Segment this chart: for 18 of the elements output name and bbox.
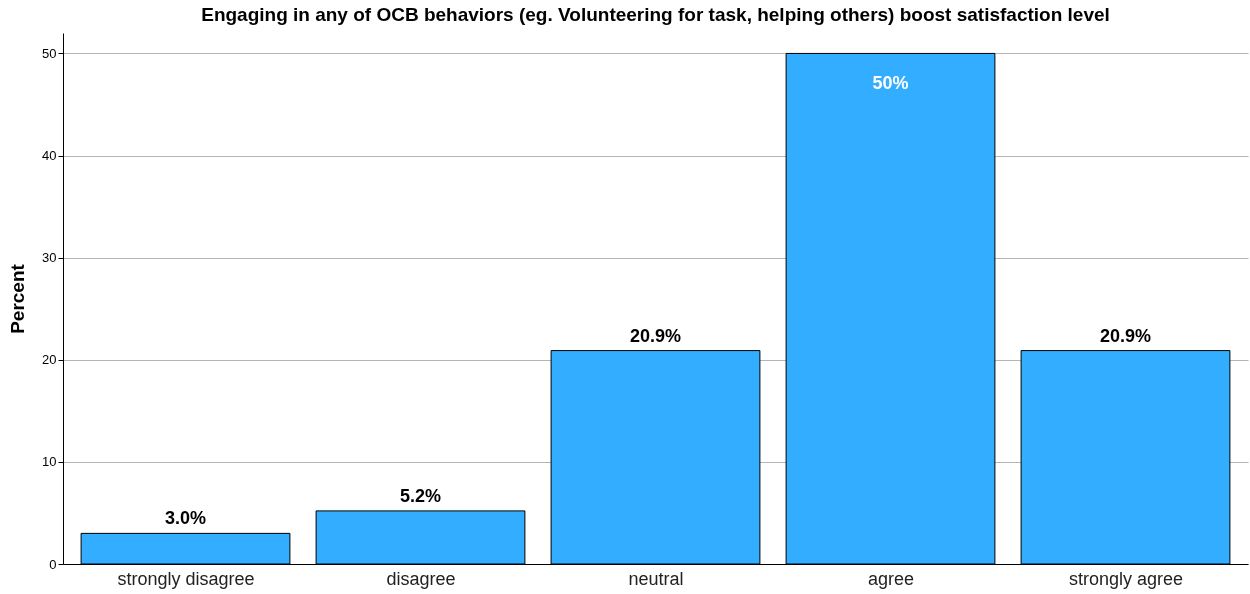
y-tick-label: 50 xyxy=(42,45,57,61)
y-tick-label: 10 xyxy=(42,454,57,470)
y-tick-label: 0 xyxy=(49,556,57,572)
x-tick-label: neutral xyxy=(628,568,684,589)
x-tick-label: disagree xyxy=(386,568,456,589)
x-tick-label: strongly agree xyxy=(1068,568,1184,589)
data-label: 3.0% xyxy=(164,508,207,529)
chart-title: Engaging in any of OCB behaviors (eg. Volunteering for task, helping others) boost satisfaction level xyxy=(201,4,1110,25)
data-label: 50% xyxy=(872,73,909,94)
x-tick-label: strongly disagree xyxy=(117,568,255,589)
data-label: 5.2% xyxy=(399,485,442,506)
y-tick-label: 40 xyxy=(42,148,57,164)
data-label: 20.9% xyxy=(1099,325,1152,346)
y-tick-label: 20 xyxy=(42,352,57,368)
data-label: 20.9% xyxy=(629,325,682,346)
y-axis-title: Percent xyxy=(7,263,29,334)
y-tick-label: 30 xyxy=(42,250,57,266)
x-tick-label: agree xyxy=(867,568,915,589)
